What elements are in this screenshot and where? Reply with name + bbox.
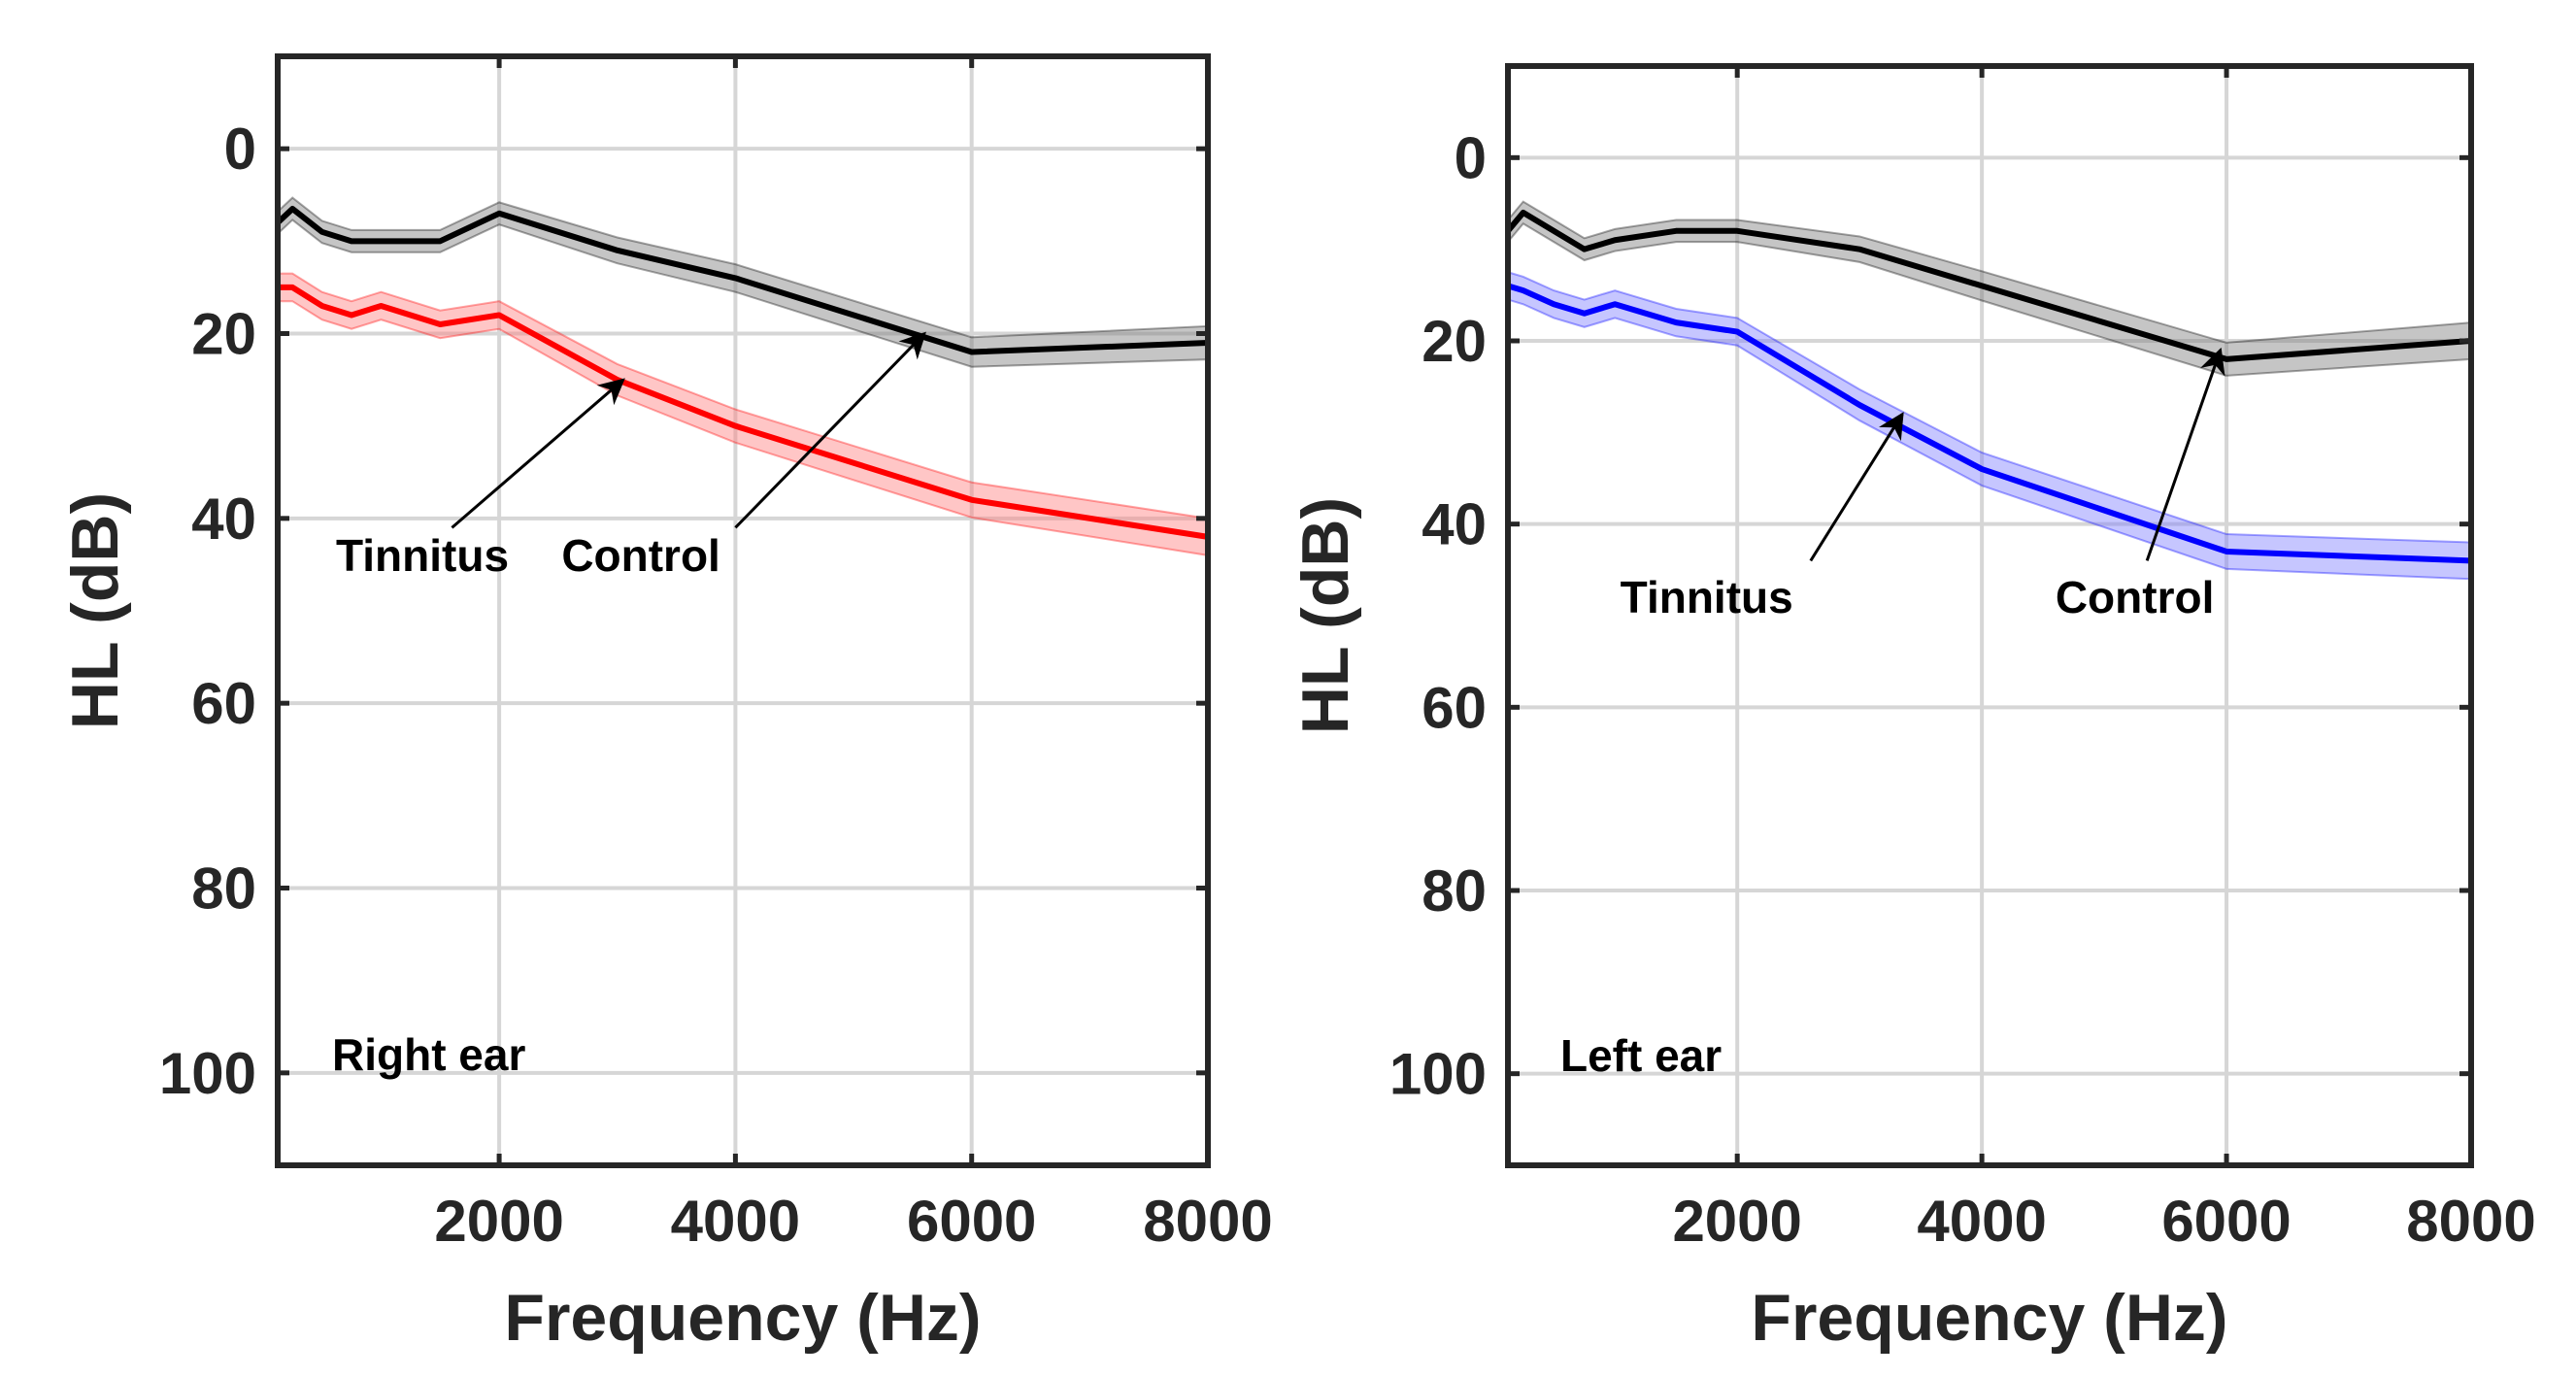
right-ear-tinnitus-annotation: Tinnitus (336, 530, 509, 581)
left-ear-ytick-label: 100 (1389, 1042, 1487, 1107)
left-ear-ytick-label: 20 (1422, 309, 1487, 374)
left-ear-control-annotation: Control (2056, 572, 2215, 622)
left-ear-xtick-label: 4000 (1917, 1189, 2046, 1254)
right-ear-xtick-label: 2000 (434, 1189, 563, 1254)
left-ear-control-line (1505, 209, 2472, 362)
right-ear-tinnitus-arrow (451, 378, 625, 529)
right-ear-ytick-label: 40 (191, 487, 256, 552)
left-ear-control-arrow (2145, 347, 2225, 561)
left-ear-panel: 2000 4000 6000 8000 0 20 40 60 80 100 Frequency (H… (1288, 63, 2536, 1355)
right-ear-ear-label: Right ear (332, 1029, 525, 1080)
left-ear-ytick-label: 40 (1422, 492, 1487, 557)
right-ear-ytick-label: 20 (191, 302, 256, 367)
left-ear-tinnitus-arrow (1809, 412, 1904, 562)
left-ear-xtick-label: 6000 (2161, 1189, 2291, 1254)
right-ear-ytick-label: 80 (191, 856, 256, 922)
right-ear-control-annotation: Control (561, 530, 720, 581)
left-ear-ytick-label: 80 (1422, 858, 1487, 924)
right-ear-control-line (275, 206, 1209, 355)
left-ear-ytick-label: 60 (1422, 675, 1487, 740)
left-ear-ytick-label: 0 (1455, 125, 1487, 190)
right-ear-axes-frame (275, 53, 1211, 1168)
right-ear-control-arrow (734, 331, 926, 529)
left-ear-ear-label: Left ear (1560, 1030, 1722, 1081)
right-ear-ytick-label: 60 (191, 671, 256, 736)
right-ear-xtick-label: 6000 (907, 1189, 1036, 1254)
left-ear-xtick-label: 2000 (1672, 1189, 1801, 1254)
right-ear-tinnitus-line (278, 284, 1209, 540)
left-ear-xtick-label: 8000 (2406, 1189, 2535, 1254)
left-ear-tinnitus-line (1507, 283, 2472, 564)
left-ear-axes-frame (1505, 63, 2474, 1168)
right-ear-x-axis-label: Frequency (Hz) (504, 1281, 981, 1355)
right-ear-panel: 2000 4000 6000 8000 0 20 40 60 80 100 Frequency (H… (58, 53, 1273, 1355)
right-ear-xtick-label: 4000 (671, 1189, 800, 1254)
left-ear-x-axis-label: Frequency (Hz) (1751, 1281, 2227, 1355)
right-ear-xtick-label: 8000 (1143, 1189, 1272, 1254)
right-ear-ytick-label: 0 (224, 117, 256, 182)
left-ear-y-axis-label: HL (dB) (1288, 497, 1362, 734)
left-ear-tinnitus-annotation: Tinnitus (1621, 572, 1793, 622)
right-ear-y-axis-label: HL (dB) (58, 492, 132, 729)
right-ear-ytick-label: 100 (159, 1041, 256, 1106)
